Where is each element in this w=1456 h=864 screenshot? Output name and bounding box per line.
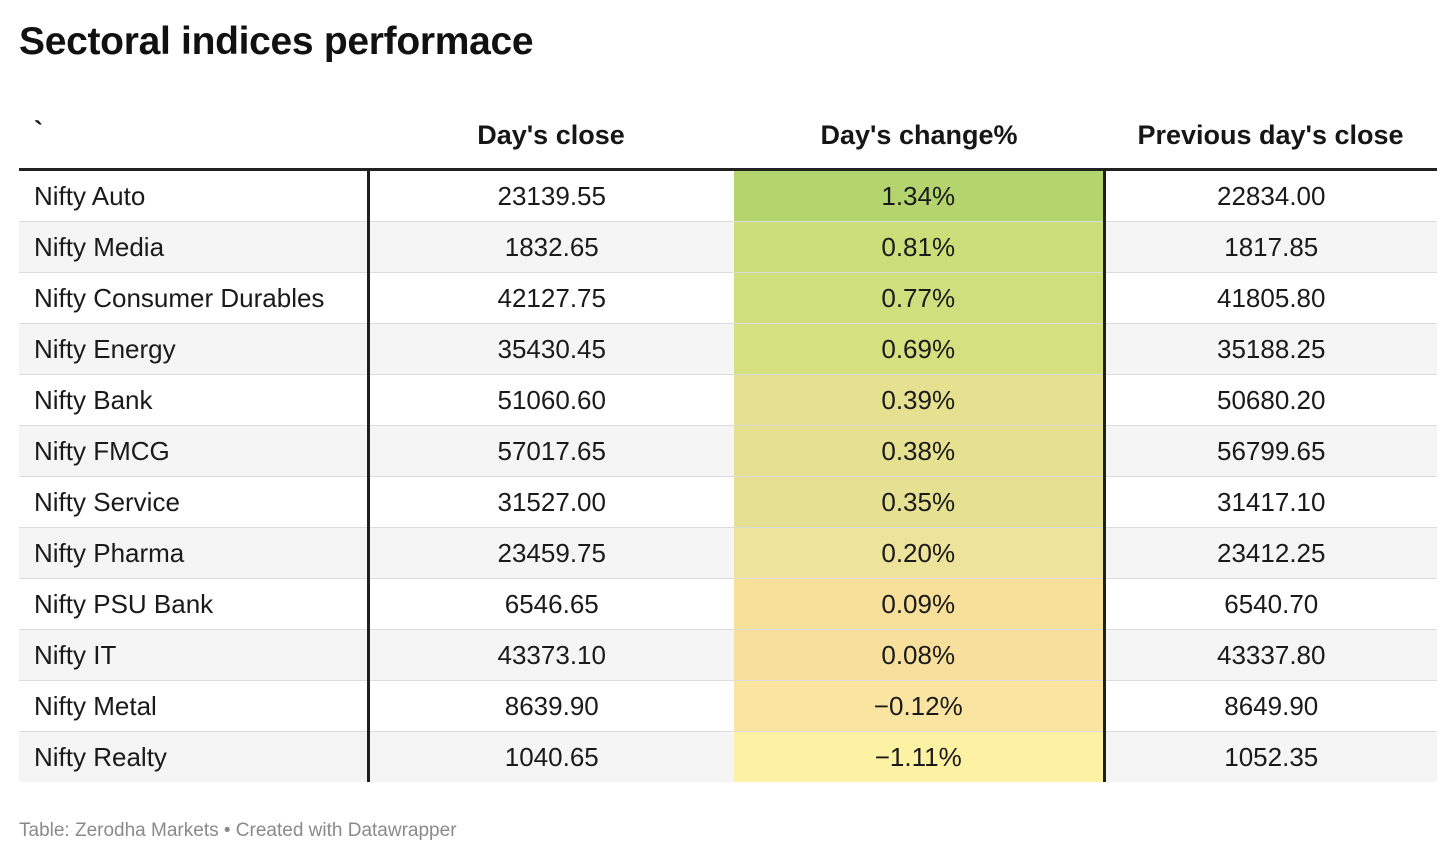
index-name-cell: Nifty Auto <box>19 169 370 222</box>
header-row: ` Day's close Day's change% Previous day… <box>19 102 1437 171</box>
index-name-cell: Nifty Bank <box>19 374 370 426</box>
column-header-change[interactable]: Day's change% <box>734 102 1104 171</box>
table-row: Nifty Media 1832.65 0.81% 1817.85 <box>19 221 1437 273</box>
table-row: Nifty Realty 1040.65 −1.11% 1052.35 <box>19 731 1437 782</box>
prev-close-cell: 56799.65 <box>1104 425 1437 477</box>
day-close-cell: 1040.65 <box>368 731 734 782</box>
day-change-cell: 0.08% <box>734 629 1106 681</box>
column-header-close[interactable]: Day's close <box>368 102 734 171</box>
prev-close-cell: 1817.85 <box>1104 221 1437 273</box>
day-close-cell: 23459.75 <box>368 527 734 579</box>
source-footer: Table: Zerodha Markets • Created with Da… <box>19 820 457 841</box>
table-row: Nifty FMCG 57017.65 0.38% 56799.65 <box>19 425 1437 477</box>
day-change-cell: 0.69% <box>734 323 1106 375</box>
prev-close-cell: 1052.35 <box>1104 731 1437 782</box>
day-close-cell: 42127.75 <box>368 272 734 324</box>
table-row: Nifty Bank 51060.60 0.39% 50680.20 <box>19 374 1437 426</box>
index-name-cell: Nifty Service <box>19 476 370 528</box>
day-close-cell: 43373.10 <box>368 629 734 681</box>
table-row: Nifty Auto 23139.55 1.34% 22834.00 <box>19 169 1437 222</box>
day-change-cell: 0.77% <box>734 272 1106 324</box>
prev-close-cell: 22834.00 <box>1104 169 1437 222</box>
day-change-cell: 0.81% <box>734 221 1106 273</box>
day-close-cell: 51060.60 <box>368 374 734 426</box>
index-name-cell: Nifty PSU Bank <box>19 578 370 630</box>
day-change-cell: 1.34% <box>734 169 1106 222</box>
day-change-cell: 0.35% <box>734 476 1106 528</box>
column-header-prev[interactable]: Previous day's close <box>1104 102 1437 171</box>
day-close-cell: 6546.65 <box>368 578 734 630</box>
index-name-cell: Nifty Energy <box>19 323 370 375</box>
prev-close-cell: 31417.10 <box>1104 476 1437 528</box>
prev-close-cell: 50680.20 <box>1104 374 1437 426</box>
prev-close-cell: 43337.80 <box>1104 629 1437 681</box>
column-header-name[interactable]: ` <box>19 102 368 171</box>
index-name-cell: Nifty FMCG <box>19 425 370 477</box>
prev-close-cell: 23412.25 <box>1104 527 1437 579</box>
index-name-cell: Nifty Metal <box>19 680 370 732</box>
day-change-cell: −0.12% <box>734 680 1106 732</box>
table-row: Nifty Consumer Durables 42127.75 0.77% 4180… <box>19 272 1437 324</box>
prev-close-cell: 41805.80 <box>1104 272 1437 324</box>
day-close-cell: 57017.65 <box>368 425 734 477</box>
prev-close-cell: 35188.25 <box>1104 323 1437 375</box>
table-row: Nifty Service 31527.00 0.35% 31417.10 <box>19 476 1437 528</box>
index-name-cell: Nifty IT <box>19 629 370 681</box>
day-close-cell: 23139.55 <box>368 169 734 222</box>
table-row: Nifty PSU Bank 6546.65 0.09% 6540.70 <box>19 578 1437 630</box>
day-close-cell: 35430.45 <box>368 323 734 375</box>
day-change-cell: 0.20% <box>734 527 1106 579</box>
day-change-cell: 0.09% <box>734 578 1106 630</box>
index-name-cell: Nifty Realty <box>19 731 370 782</box>
chart-title: Sectoral indices performace <box>19 20 534 63</box>
index-name-cell: Nifty Pharma <box>19 527 370 579</box>
sector-table: ` Day's close Day's change% Previous day… <box>19 102 1437 782</box>
prev-close-cell: 8649.90 <box>1104 680 1437 732</box>
table-row: Nifty Metal 8639.90 −0.12% 8649.90 <box>19 680 1437 732</box>
day-close-cell: 31527.00 <box>368 476 734 528</box>
table-row: Nifty Pharma 23459.75 0.20% 23412.25 <box>19 527 1437 579</box>
prev-close-cell: 6540.70 <box>1104 578 1437 630</box>
day-change-cell: 0.39% <box>734 374 1106 426</box>
day-close-cell: 8639.90 <box>368 680 734 732</box>
day-change-cell: −1.11% <box>734 731 1106 782</box>
index-name-cell: Nifty Media <box>19 221 370 273</box>
table-body: Nifty Auto 23139.55 1.34% 22834.00 Nifty Med… <box>19 169 1437 782</box>
day-change-cell: 0.38% <box>734 425 1106 477</box>
table-row: Nifty IT 43373.10 0.08% 43337.80 <box>19 629 1437 681</box>
table-row: Nifty Energy 35430.45 0.69% 35188.25 <box>19 323 1437 375</box>
index-name-cell: Nifty Consumer Durables <box>19 272 370 324</box>
day-close-cell: 1832.65 <box>368 221 734 273</box>
